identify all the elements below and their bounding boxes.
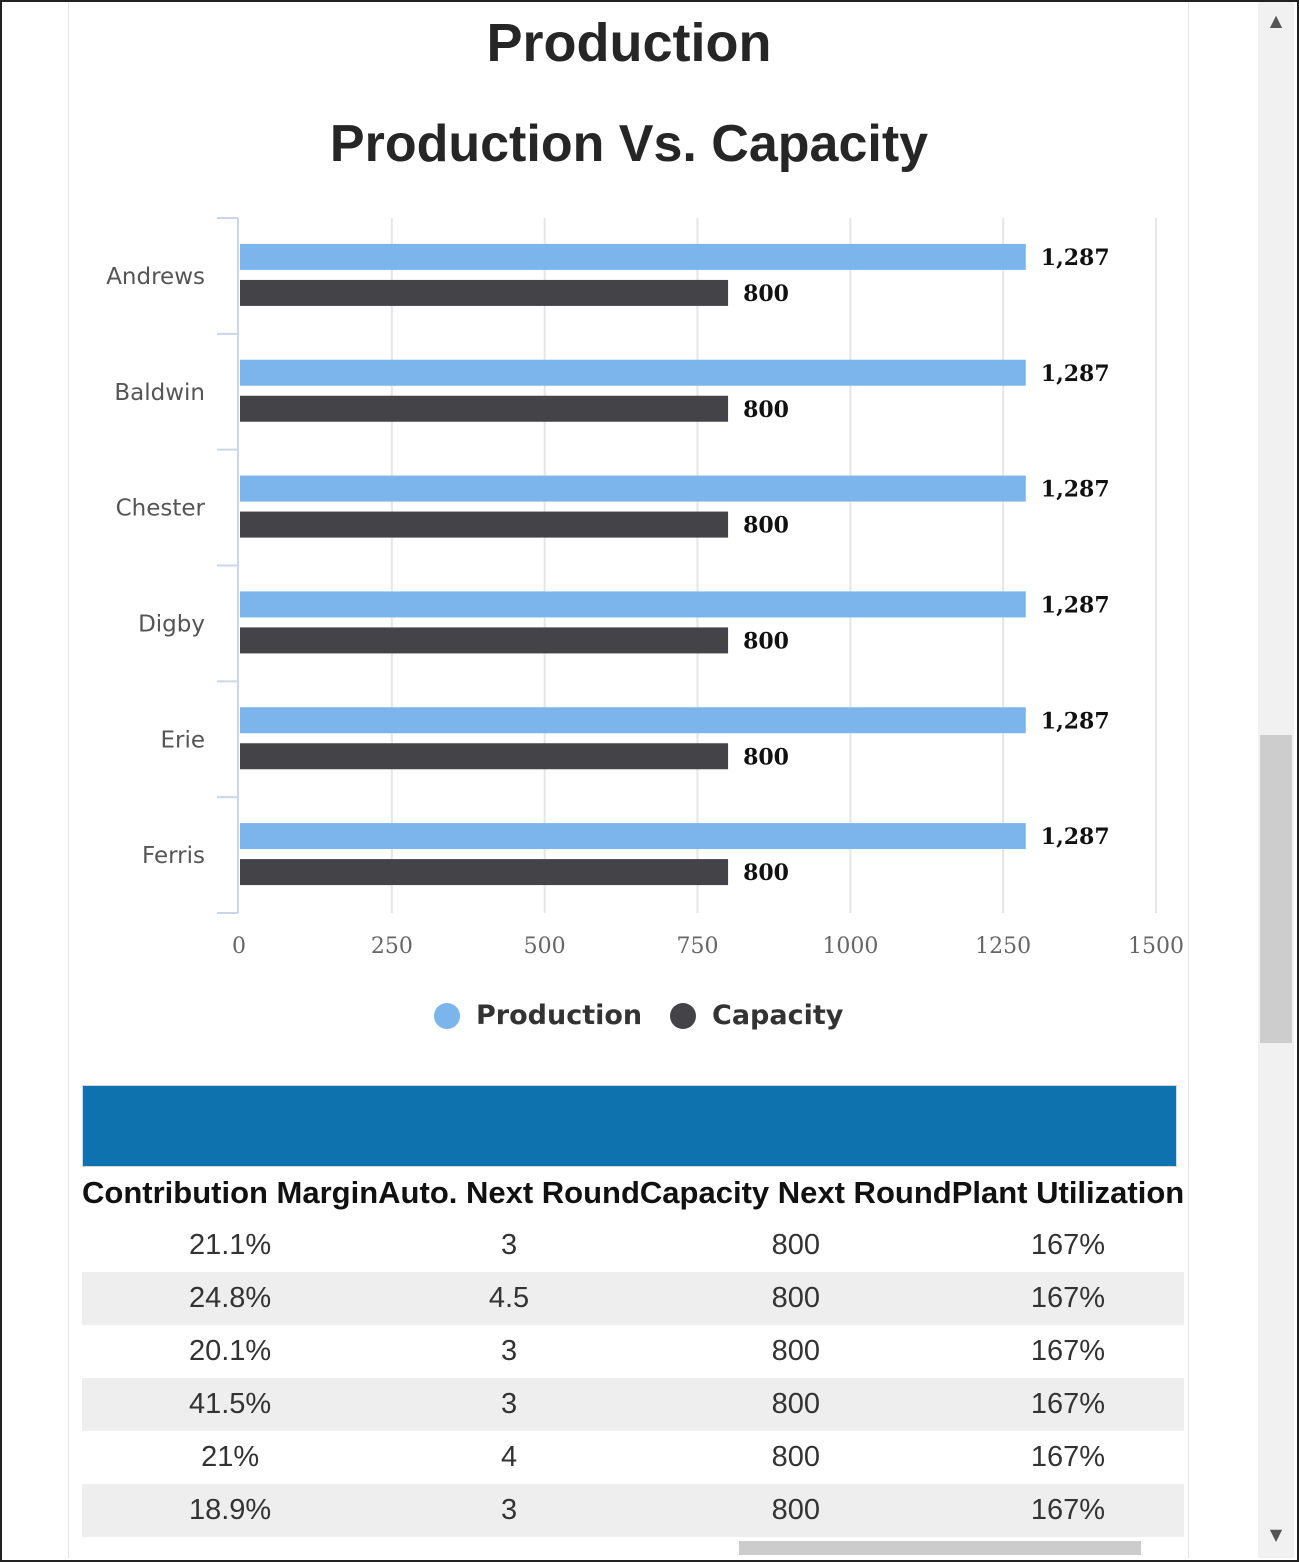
bar-production [240,591,1026,618]
table-cell: 21% [201,1441,260,1473]
page-left-edge [68,2,69,1558]
chart-legend: Production Capacity [0,1000,1260,1040]
x-tick-label: 1000 [822,934,878,959]
data-label: 800 [743,860,789,886]
table-row: 18.9% 3 800 167% [82,1484,1185,1537]
category-label: Digby [138,611,205,637]
table-cell: 41.5% [82,1378,379,1431]
table-cell: 167% [1030,1229,1106,1261]
page-title: Production [486,13,772,73]
table-cell: 21.1% [188,1229,272,1261]
table-row: 21% 4 800 167% [82,1431,1184,1484]
table-cell: 4 [500,1441,518,1473]
data-label: 800 [743,397,789,423]
legend-production-label: Production [476,1000,643,1031]
data-label: 1,287 [1041,361,1110,387]
table-cell: 167% [1030,1335,1106,1367]
table-cell: 800 [771,1441,820,1473]
table-cell: 24.8% [82,1272,379,1325]
table-row: 24.8% 4.5 800 167% [82,1272,1185,1325]
scroll-down-arrow-icon[interactable]: ▼ [1269,1525,1283,1544]
table-cell: 167% [951,1484,1185,1537]
bar-capacity [240,859,729,886]
bar-production [240,243,1026,270]
legend-production-marker [434,1002,460,1029]
table-cell: 3 [378,1378,640,1431]
table-cell: 800 [639,1484,952,1537]
stats-table: Contribution Margin Auto. Next Round Cap… [82,1167,1185,1537]
bar-capacity [240,395,729,422]
vertical-scrollbar-thumb[interactable] [1260,735,1292,1043]
data-label: 1,287 [1041,708,1110,734]
table-row: 20.1% 3 800 167% [82,1325,1184,1378]
table-cell: 3 [500,1335,518,1367]
bar-capacity [240,743,729,770]
x-tick-label: 0 [232,934,246,959]
table-cell: 800 [639,1378,952,1431]
table-cell: 3 [500,1229,518,1261]
table-cell: 800 [771,1335,820,1367]
legend-item-production[interactable]: Production [434,1000,642,1031]
table-cell: 20.1% [188,1335,272,1367]
data-label: 1,287 [1041,245,1110,271]
data-label: 1,287 [1041,592,1110,618]
scroll-up-arrow-icon[interactable]: ▲ [1269,11,1283,30]
category-label: Baldwin [114,380,205,406]
data-label: 1,287 [1041,824,1110,850]
bar-production [240,475,1026,502]
horizontal-scrollbar-thumb[interactable] [739,1541,1141,1555]
chart-title: Production Vs. Capacity [329,115,929,173]
bar-capacity [240,279,729,306]
x-tick-label: 500 [524,934,566,959]
category-label: Ferris [142,843,205,869]
page-right-edge [1188,2,1189,1558]
table-cell: 18.9% [82,1484,379,1537]
data-label: 800 [743,513,789,539]
category-label: Andrews [106,264,205,290]
legend-item-capacity[interactable]: Capacity [670,1000,843,1031]
table-cell: 3 [378,1484,640,1537]
production-capacity-chart: 0 250 500 750 1000 1250 1500 Andrews 1,287 800 Bal… [106,217,1184,959]
table-header-row: Contribution Margin Auto. Next Round Cap… [82,1167,1185,1219]
x-tick-label: 1250 [975,934,1031,959]
bar-production [240,823,1026,850]
table-cell: 167% [951,1272,1185,1325]
category-label: Erie [160,727,205,753]
table-cell: 800 [639,1272,952,1325]
data-label: 800 [743,628,789,654]
data-label: 800 [743,281,789,307]
bar-capacity [240,511,729,538]
col-header-contribution-margin[interactable]: Contribution Margin [82,1167,379,1219]
legend-capacity-label: Capacity [712,1000,844,1031]
production-table: Contribution Margin Auto. Next Round Cap… [82,1085,1185,1537]
table-header-bar [82,1085,1177,1167]
category-label: Chester [116,496,206,522]
legend-capacity-marker [670,1002,696,1029]
col-header-capacity-next-round[interactable]: Capacity Next Round [639,1167,952,1219]
table-cell: 167% [951,1378,1185,1431]
table-cell: 4.5 [378,1272,640,1325]
table-cell: 800 [771,1229,820,1261]
x-tick-label: 250 [371,934,413,959]
col-header-auto-next-round[interactable]: Auto. Next Round [378,1167,640,1219]
table-row: 41.5% 3 800 167% [82,1378,1185,1431]
x-tick-label: 1500 [1128,934,1184,959]
col-header-plant-utilization[interactable]: Plant Utilization [951,1167,1185,1219]
data-label: 800 [743,744,789,770]
table-row: 21.1% 3 800 167% [82,1219,1184,1272]
data-label: 1,287 [1041,477,1110,503]
table-cell: 167% [1030,1441,1106,1473]
bar-production [240,359,1026,386]
x-tick-label: 750 [677,934,719,959]
bar-capacity [240,627,729,654]
bar-production [240,707,1026,734]
